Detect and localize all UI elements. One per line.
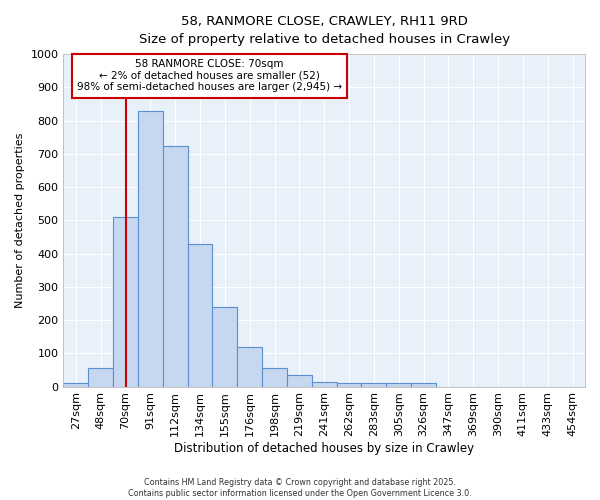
Bar: [163, 146, 188, 386]
Bar: [88, 368, 113, 386]
Bar: [262, 368, 287, 386]
X-axis label: Distribution of detached houses by size in Crawley: Distribution of detached houses by size …: [174, 442, 474, 455]
Title: 58, RANMORE CLOSE, CRAWLEY, RH11 9RD
Size of property relative to detached house: 58, RANMORE CLOSE, CRAWLEY, RH11 9RD Siz…: [139, 15, 510, 46]
Bar: [64, 384, 88, 386]
Bar: [361, 384, 386, 386]
Bar: [188, 244, 212, 386]
Y-axis label: Number of detached properties: Number of detached properties: [15, 132, 25, 308]
Text: 58 RANMORE CLOSE: 70sqm
← 2% of detached houses are smaller (52)
98% of semi-det: 58 RANMORE CLOSE: 70sqm ← 2% of detached…: [77, 59, 342, 92]
Bar: [287, 375, 312, 386]
Bar: [138, 112, 163, 386]
Bar: [337, 384, 361, 386]
Bar: [386, 384, 411, 386]
Bar: [113, 217, 138, 386]
Bar: [212, 307, 237, 386]
Bar: [411, 384, 436, 386]
Bar: [312, 382, 337, 386]
Text: Contains HM Land Registry data © Crown copyright and database right 2025.
Contai: Contains HM Land Registry data © Crown c…: [128, 478, 472, 498]
Bar: [237, 346, 262, 387]
